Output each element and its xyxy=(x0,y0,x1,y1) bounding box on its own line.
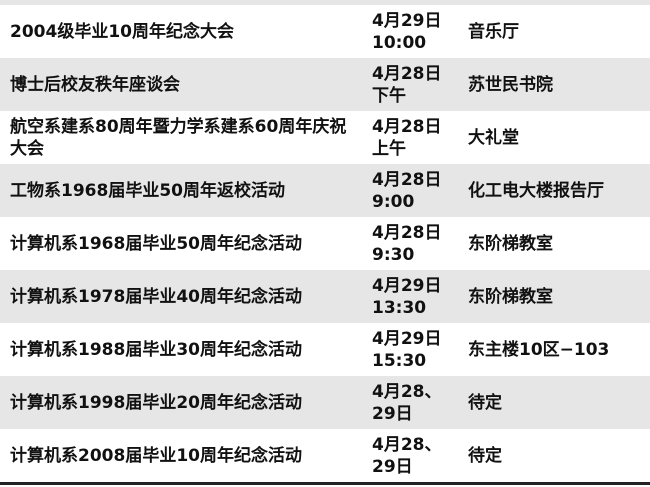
table-row: 工物系1968届毕业50周年返校活动 4月28日 9:00 化工电大楼报告厅 xyxy=(0,164,650,217)
place-cell: 大礼堂 xyxy=(468,127,519,148)
table-row: 航空系建系80周年暨力学系建系60周年庆祝大会 4月28日 上午 大礼堂 xyxy=(0,111,650,164)
event-cell: 航空系建系80周年暨力学系建系60周年庆祝大会 xyxy=(0,116,362,160)
time-cell: 4月28、 29日 xyxy=(372,381,442,424)
table-row: 计算机系1978届毕业40周年纪念活动 4月29日 13:30 东阶梯教室 xyxy=(0,270,650,323)
time-cell: 4月28、 29日 xyxy=(372,434,442,477)
event-name: 计算机系1998届毕业20周年纪念活动 xyxy=(10,392,302,413)
event-name: 计算机系2008届毕业10周年纪念活动 xyxy=(10,445,302,466)
time-cell: 4月28日 9:30 xyxy=(372,222,442,265)
schedule-table: 2004级毕业10周年纪念大会 4月29日 10:00 音乐厅博士后校友秩年座谈会 4… xyxy=(0,5,650,482)
table-row: 计算机系1988届毕业30周年纪念活动 4月29日 15:30 东主楼10区−103 xyxy=(0,323,650,376)
place-cell: 音乐厅 xyxy=(468,21,519,42)
event-name: 博士后校友秩年座谈会 xyxy=(10,74,180,95)
event-cell: 2004级毕业10周年纪念大会 xyxy=(0,21,362,43)
event-name: 计算机系1988届毕业30周年纪念活动 xyxy=(10,339,302,360)
place-cell: 苏世民书院 xyxy=(468,74,553,95)
event-cell: 计算机系2008届毕业10周年纪念活动 xyxy=(0,445,362,467)
place-cell: 东阶梯教室 xyxy=(468,286,553,307)
event-cell: 计算机系1998届毕业20周年纪念活动 xyxy=(0,392,362,414)
table-row: 计算机系2008届毕业10周年纪念活动 4月28、 29日 待定 xyxy=(0,429,650,482)
time-cell: 4月28日 下午 xyxy=(372,63,442,106)
table-row: 2004级毕业10周年纪念大会 4月29日 10:00 音乐厅 xyxy=(0,5,650,58)
place-cell: 东阶梯教室 xyxy=(468,233,553,254)
time-cell: 4月29日 15:30 xyxy=(372,328,442,371)
place-cell: 东主楼10区−103 xyxy=(468,339,610,360)
place-cell: 待定 xyxy=(468,392,502,413)
time-cell: 4月29日 13:30 xyxy=(372,275,442,318)
event-cell: 计算机系1968届毕业50周年纪念活动 xyxy=(0,233,362,255)
bottom-rule xyxy=(0,482,650,485)
event-name: 计算机系1968届毕业50周年纪念活动 xyxy=(10,233,302,254)
event-name: 计算机系1978届毕业40周年纪念活动 xyxy=(10,286,302,307)
place-cell: 化工电大楼报告厅 xyxy=(468,180,604,201)
table-row: 计算机系1968届毕业50周年纪念活动 4月28日 9:30 东阶梯教室 xyxy=(0,217,650,270)
time-cell: 4月28日 上午 xyxy=(372,116,442,159)
event-cell: 计算机系1988届毕业30周年纪念活动 xyxy=(0,339,362,361)
place-cell: 待定 xyxy=(468,445,502,466)
time-cell: 4月28日 9:00 xyxy=(372,169,442,212)
event-cell: 博士后校友秩年座谈会 xyxy=(0,74,362,96)
event-cell: 计算机系1978届毕业40周年纪念活动 xyxy=(0,286,362,308)
table-row: 计算机系1998届毕业20周年纪念活动 4月28、 29日 待定 xyxy=(0,376,650,429)
time-cell: 4月29日 10:00 xyxy=(372,10,442,53)
event-name: 工物系1968届毕业50周年返校活动 xyxy=(10,180,285,201)
table-row: 博士后校友秩年座谈会 4月28日 下午 苏世民书院 xyxy=(0,58,650,111)
top-strip xyxy=(0,0,650,5)
event-cell: 工物系1968届毕业50周年返校活动 xyxy=(0,180,362,202)
event-name: 航空系建系80周年暨力学系建系60周年庆祝大会 xyxy=(10,116,347,159)
event-name: 2004级毕业10周年纪念大会 xyxy=(10,21,234,42)
